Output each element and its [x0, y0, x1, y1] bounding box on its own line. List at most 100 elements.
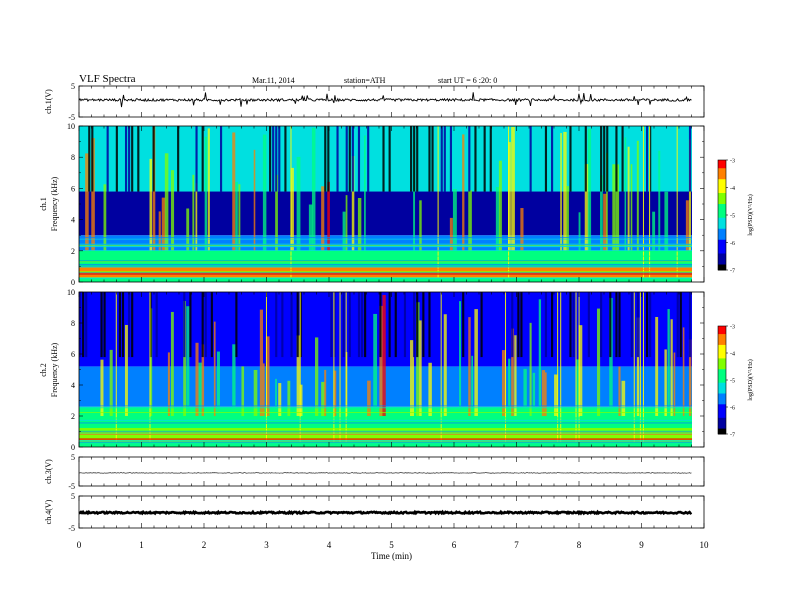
ch2-spectrogram-ylabel-frequency: Frequency (kHz) — [50, 342, 59, 397]
ch2-spectrogram-sferic — [124, 324, 128, 416]
ch2-spectrogram-colorbar-label: log(PSD)(V²/Hz) — [747, 359, 754, 400]
ch1-spectrogram-dark-column — [124, 126, 128, 192]
ch2-spectrogram-colorbar-step — [718, 404, 726, 408]
ch2-spectrogram-colorbar-step — [718, 425, 726, 430]
ch2-spectrogram-sferic — [538, 299, 542, 416]
ch2-spectrogram-dark-column — [189, 292, 192, 358]
ch1-spectrogram-colorbar-step — [718, 231, 726, 235]
ch1-spectrogram-dark-column — [88, 126, 91, 192]
ch1-spectrogram-dark-column — [351, 126, 354, 192]
ch1-spectrogram-ytick-label: 4 — [71, 216, 75, 225]
ch1-spectrogram-sferic — [204, 136, 208, 251]
ch1-spectrogram-dark-column — [336, 126, 339, 192]
ch2-spectrogram-dark-column — [201, 292, 204, 358]
ch2-spectrogram-strong-sferic — [575, 292, 577, 443]
ch2-spectrogram-sferic — [373, 313, 378, 416]
ch1-spectrogram-narrowband-line — [79, 271, 692, 272]
ch1-spectrogram-colorbar-step — [718, 160, 726, 164]
ch2-spectrogram-colorbar-step — [718, 334, 726, 338]
ch2-spectrogram-sferic — [474, 309, 478, 416]
ch2-spectrogram-strong-sferic — [299, 292, 301, 443]
ch2-spectrogram-narrowband-line — [79, 419, 692, 421]
ch2-spectrogram-dark-column — [649, 292, 652, 358]
ch2-spectrogram-sferic — [321, 381, 325, 416]
ch1-spectrogram-colorbar-step — [718, 239, 726, 243]
ch2-spectrogram-dark-column — [333, 292, 336, 358]
ch1-spectrogram-sferic — [624, 137, 627, 251]
ch1-spectrogram-sferic — [520, 208, 524, 251]
ch2-spectrogram-dark-column — [413, 292, 416, 358]
ch1-spectrogram-colorbar-step — [718, 204, 726, 208]
ch1-spectrogram-colorbar-step — [718, 242, 726, 246]
ch1-spectrogram-colorbar-step — [718, 261, 726, 265]
ch1-spectrogram-sferic — [508, 142, 511, 251]
ch1-spectrogram-colorbar-step — [718, 209, 726, 213]
ch2-spectrogram-sferic — [514, 335, 517, 416]
ch2-spectrogram-sferic — [198, 362, 203, 416]
ch1-spectrogram-sferic — [419, 200, 422, 251]
ch2-spectrogram-sferic — [232, 344, 236, 416]
ch1-spectrogram-dark-column — [131, 126, 134, 192]
ch2-spectrogram-sferic — [667, 309, 670, 416]
ch1-spectrogram-sferic — [615, 164, 620, 251]
ch2-spectrogram-strong-sferic — [639, 292, 641, 443]
start-time-label: start UT = 6 :20: 0 — [438, 76, 498, 85]
ch3-waveform-ytick-label: 5 — [71, 453, 75, 462]
ch2-spectrogram-narrowband-line — [79, 418, 692, 420]
ch1-spectrogram-sferic — [253, 149, 256, 251]
ch1-spectrogram-dark-column — [606, 126, 609, 192]
ch2-spectrogram-colorbar-step — [718, 371, 726, 376]
ch1-spectrogram-sferic — [664, 191, 669, 251]
ch1-spectrogram-colorbar-step — [718, 171, 726, 175]
ch3-waveform-ylabel: ch.3(V) — [44, 459, 53, 484]
ch1-spectrogram-colorbar-step — [718, 182, 726, 186]
ch1-spectrogram-sferic — [603, 193, 607, 251]
ch1-spectrogram-sferic — [207, 128, 210, 251]
ch2-spectrogram-ytick-label: 6 — [71, 350, 75, 359]
ch2-spectrogram-ytick-label: 8 — [71, 319, 75, 328]
ch2-spectrogram-dark-column — [360, 292, 364, 358]
ch1-spectrogram-sferic — [161, 197, 166, 251]
ch2-spectrogram-sferic — [170, 311, 174, 416]
ch2-spectrogram-strong-sferic — [560, 292, 562, 443]
ch2-spectrogram-colorbar-step — [718, 409, 726, 413]
ch1-waveform-ytick-label: -5 — [68, 113, 75, 122]
ch4-waveform-ylabel: ch.4(V) — [44, 499, 53, 524]
ch1-spectrogram-dark-column — [474, 126, 477, 192]
ch2-spectrogram-sferic — [655, 316, 659, 416]
ch1-spectrogram-colorbar-step — [718, 220, 726, 224]
ch1-spectrogram-sferic — [498, 160, 502, 251]
ch2-spectrogram-sferic — [541, 370, 546, 416]
ch3-waveform-ytick-label: -5 — [68, 482, 75, 491]
ch2-spectrogram-sferic — [554, 374, 558, 416]
ch2-spectrogram-ytick-label: 0 — [71, 443, 75, 452]
ch2-spectrogram-sferic — [544, 372, 547, 416]
ch1-spectrogram-colorbar-step — [718, 201, 726, 205]
x-tick-label: 3 — [264, 540, 269, 550]
ch2-spectrogram-colorbar-step — [718, 377, 726, 381]
ch2-spectrogram-dark-column — [82, 292, 85, 358]
ch1-spectrogram-heatmap — [79, 126, 692, 282]
ch1-spectrogram-sferic — [327, 181, 330, 251]
ch2-spectrogram-colorbar-step — [718, 342, 726, 346]
ch1-spectrogram-band — [79, 277, 692, 282]
ch1-spectrogram-dark-column — [345, 126, 348, 192]
ch1-spectrogram-dark-column — [603, 126, 606, 192]
ch2-spectrogram-sferic — [275, 378, 277, 416]
ch1-spectrogram-sferic — [413, 141, 416, 251]
ch2-spectrogram-strong-sferic — [440, 292, 442, 443]
ch2-spectrogram-dark-column — [615, 292, 618, 358]
ch2-spectrogram-sferic — [324, 369, 327, 416]
ch2-spectrogram-colorbar-step — [718, 344, 726, 349]
ch2-spectrogram-colorbar-step — [718, 336, 726, 340]
ch2-spectrogram-colorbar-tick-label: -6 — [730, 406, 735, 412]
ch1-spectrogram-sferic — [462, 134, 465, 251]
ch1-spectrogram-dark-column — [115, 126, 118, 192]
ch2-spectrogram-sferic — [529, 322, 532, 416]
ch2-spectrogram-colorbar-step — [718, 385, 726, 389]
ch2-spectrogram-dark-column — [676, 292, 679, 358]
ch2-spectrogram-sferic — [410, 340, 414, 416]
ch2-spectrogram-dark-column — [149, 292, 152, 358]
ch1-spectrogram-sferic — [195, 183, 198, 251]
